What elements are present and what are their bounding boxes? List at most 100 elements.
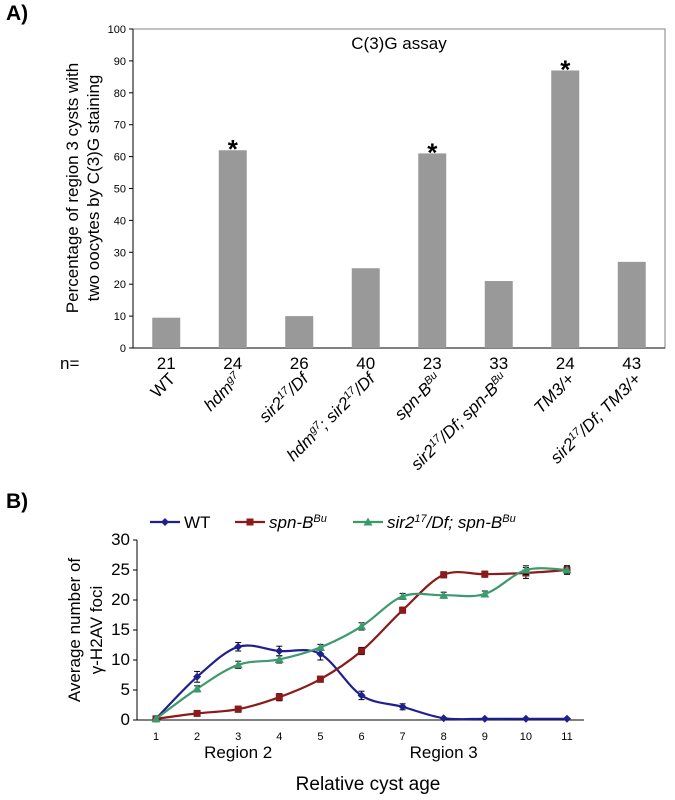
y-axis-label-line-2: γ-H2AV foci [87,586,106,675]
x-tick-label: 1 [153,731,159,743]
bar [351,268,380,348]
legend-label-part: spn-B [269,513,313,532]
bar [484,281,513,348]
data-point [481,570,489,578]
y-axis-label-line-1: Percentage of region 3 cysts with [63,63,82,313]
series-line [155,644,567,721]
legend-marker [363,517,373,526]
plot-frame [132,28,666,349]
legend-marker [161,518,169,526]
category-label: spn-BBu [391,369,445,423]
n-value: 26 [290,354,309,373]
panel-b-label: B) [6,490,28,513]
bar [617,261,646,348]
data-point [521,565,531,574]
y-tick-label: 10 [114,311,126,323]
y-tick-label: 90 [114,56,126,68]
bars [152,70,646,348]
legend-label-part: Bu [502,513,515,525]
data-point [521,714,530,723]
y-ticks: 0 10 20 30 40 50 60 70 80 90 100 [108,24,133,355]
y-tick-label: 80 [114,88,126,100]
bar [551,70,580,348]
data-point [562,565,572,574]
data-point [234,705,242,713]
bar [285,316,314,348]
data-point [275,693,283,701]
region-label: Region 2 [204,743,272,762]
legend-label: WT [184,513,210,532]
category-label: TM3/+ [530,369,578,417]
category-label: hdmg7 [200,369,246,415]
n-values: 21 24 26 40 23 33 24 43 [157,354,641,373]
data-point [234,642,243,651]
bar [418,153,447,348]
data-point [193,709,201,717]
region-label: Region 3 [410,743,478,762]
y-tick-label: 5 [121,680,130,699]
y-tick-label: 15 [111,620,130,639]
data-point [398,702,407,711]
legend-label: spn-BBu [269,513,327,532]
y-axis-label-line-2: two oocytes by C(3)G staining [84,75,103,302]
bar [218,150,247,348]
chart-title: C(3)G assay [351,34,447,53]
y-tick-label: 40 [114,215,126,227]
n-value: 43 [622,354,641,373]
data-point [440,571,448,579]
y-axis-label-line-1: Average number of [65,558,84,703]
region-labels: Region 2 Region 3 [204,743,478,762]
n-value: 24 [223,354,242,373]
n-value: 33 [489,354,508,373]
data-point [192,684,202,693]
category-label: sir217/Df [255,368,313,426]
significance-markers: * * * [228,54,572,167]
x-tick-label: 6 [358,731,364,743]
y-tick-label: 25 [111,560,130,579]
x-tick-label: 8 [441,731,447,743]
panel-a-label: A) [6,2,28,25]
y-tick-label: 20 [111,590,130,609]
data-point [357,691,366,700]
legend: WT spn-BBu sir217/Df; spn-BBu [150,513,516,532]
data-point [398,591,408,600]
data-point [316,650,325,658]
significance-star: * [427,137,438,167]
category-label-part: TM3/+ [530,369,578,417]
y-tick-label: 70 [114,120,126,132]
x-tick-label: 11 [561,731,572,743]
data-point [233,660,243,669]
significance-star: * [560,54,571,84]
data-point [357,621,366,630]
data-point [358,647,365,655]
legend-marker [246,518,254,526]
y-tick-label: 30 [114,247,126,259]
y-tick-label: 30 [111,530,130,549]
significance-star: * [228,134,239,164]
legend-label-part: Bu [313,513,326,525]
x-tick-label: 9 [482,731,488,743]
n-value: 24 [556,354,575,373]
x-tick-label: 7 [400,731,406,743]
category-label: WT [147,369,179,401]
data-point [151,714,161,723]
n-value: 23 [423,354,442,373]
legend-label-part: /Df; spn-B [426,513,503,532]
x-axis-label: Relative cyst age [296,774,441,795]
data-point [563,714,571,723]
category-label-part: /Df; spn-B [434,379,502,447]
y-ticks: 0 5 10 15 20 25 30 [111,530,137,729]
x-tick-label: 10 [520,731,532,743]
n-value: 40 [356,354,375,373]
y-tick-label: 20 [114,279,126,291]
data-point [275,647,284,655]
series [151,565,572,723]
data-point [480,714,489,723]
category-label-part: /Df; TM3/+ [574,369,645,440]
category-label-part: WT [147,369,179,401]
n-value: 21 [157,354,176,373]
legend-label-part: WT [184,513,210,532]
